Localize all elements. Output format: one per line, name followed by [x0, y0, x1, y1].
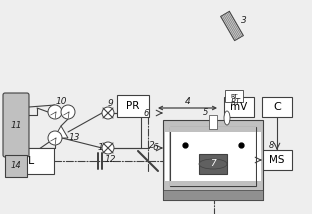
Bar [199, 154, 227, 174]
Text: L: L [28, 156, 34, 166]
Bar [170, 181, 256, 186]
Text: 4: 4 [185, 97, 190, 106]
Text: 1: 1 [97, 144, 103, 153]
Text: 2: 2 [149, 141, 155, 150]
Bar [262, 150, 292, 170]
Text: mV: mV [230, 102, 248, 112]
Text: 3: 3 [241, 15, 247, 24]
Bar [225, 90, 243, 102]
Bar [170, 127, 256, 186]
Circle shape [48, 131, 62, 145]
Text: RT: RT [230, 94, 238, 98]
Bar [257, 132, 261, 181]
Text: MS: MS [269, 155, 285, 165]
Text: 14: 14 [11, 162, 22, 171]
Text: 9: 9 [107, 98, 113, 107]
Text: 8: 8 [269, 141, 274, 150]
Ellipse shape [199, 159, 227, 169]
Text: 12: 12 [104, 156, 116, 165]
Bar [224, 97, 254, 117]
Text: 6: 6 [144, 108, 149, 117]
Circle shape [102, 142, 114, 154]
Bar [262, 97, 292, 117]
Bar [209, 115, 217, 129]
Text: 10: 10 [55, 97, 67, 106]
Circle shape [48, 105, 62, 119]
Circle shape [61, 105, 75, 119]
Ellipse shape [224, 111, 230, 125]
Bar [5, 155, 27, 177]
Bar [170, 127, 256, 132]
Text: C: C [273, 102, 281, 112]
Text: 11: 11 [10, 120, 22, 129]
FancyBboxPatch shape [3, 93, 29, 157]
Text: 7: 7 [210, 159, 216, 168]
Text: 5: 5 [203, 107, 209, 116]
Bar [8, 148, 54, 174]
Text: RT: RT [231, 98, 241, 107]
Bar [163, 190, 263, 200]
Text: 13: 13 [69, 134, 80, 143]
Circle shape [102, 107, 114, 119]
Text: PR: PR [126, 101, 140, 111]
Bar [165, 132, 169, 181]
Bar [163, 120, 263, 200]
Bar [117, 95, 149, 117]
Text: 6: 6 [152, 144, 158, 153]
Polygon shape [54, 126, 68, 138]
